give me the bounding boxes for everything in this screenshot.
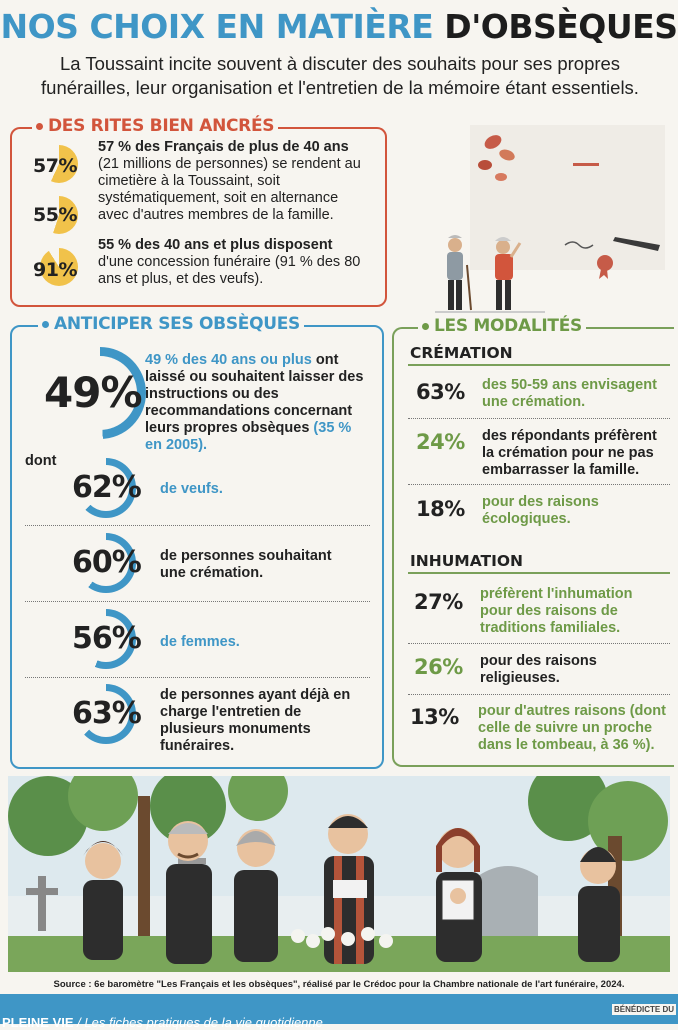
inhumation-head: INHUMATION: [410, 552, 524, 570]
intro-text: La Toussaint incite souvent à discuter d…: [41, 53, 639, 98]
ring-63-hole: [83, 691, 129, 737]
crem-text-63: des 50-59 ans envisagent une crémation.: [482, 377, 657, 410]
modalites-title: LES MODALITÉS: [418, 316, 586, 336]
rite-text-1: 57 % des Français de plus de 40 ans (21 …: [98, 139, 361, 223]
main-text: 49 % des 40 ans ou plus ont laissé ou so…: [145, 352, 364, 453]
pct-63: 63%: [72, 696, 142, 731]
divider: [25, 525, 370, 526]
ring-60-hole: [83, 540, 129, 586]
item-60-text: de personnes souhaitant une crémation.: [160, 548, 332, 581]
ring-62-hole: [83, 465, 129, 511]
rite-pie-91: [40, 248, 78, 286]
inh-text-13: pour d'autres raisons (dont celle de sui…: [478, 703, 666, 753]
rite-pie-55: [40, 196, 78, 234]
divider: [408, 418, 670, 419]
inh-pct-13: 13%: [410, 705, 459, 729]
dont-label: dont: [25, 453, 57, 469]
cremation-head: CRÉMATION: [410, 344, 513, 362]
rite-pct-55: 55%: [33, 204, 77, 226]
item-63-text: de personnes ayant déjà en charge l'entr…: [160, 687, 351, 754]
crem-text-18: pour des raisons écologiques.: [482, 494, 599, 527]
page-title: NOS CHOIX EN MATIÈRE D'OBSÈQUES: [0, 7, 678, 46]
rite-pie-57: [40, 145, 78, 183]
item-56-text: de femmes.: [160, 634, 240, 650]
footer-brand: PLEINE VIE / Les fiches pratiques de la …: [2, 1015, 323, 1030]
divider: [408, 484, 670, 485]
footer-bar: PLEINE VIE / Les fiches pratiques de la …: [0, 994, 678, 1030]
pct-60: 60%: [72, 545, 142, 580]
cremation-line: [408, 364, 670, 366]
rite-pct-57: 57%: [33, 155, 77, 177]
inh-pct-26: 26%: [414, 655, 463, 679]
pct-56: 56%: [72, 621, 142, 656]
main-pct: 49%: [44, 368, 143, 417]
pct-62: 62%: [72, 470, 142, 505]
anticiper-title: ANTICIPER SES OBSÈQUES: [38, 314, 304, 334]
item-62-text: de veufs.: [160, 481, 223, 497]
funeral-scene-illustration: [8, 776, 670, 972]
inh-text-26: pour des raisons religieuses.: [480, 653, 597, 686]
divider: [408, 643, 670, 644]
main-ring-hole: [63, 356, 137, 430]
divider: [408, 694, 670, 695]
elderly-couple-illustration: [435, 125, 665, 313]
crem-pct-63: 63%: [416, 380, 465, 404]
inh-text-27: préfèrent l'inhumation pour des raisons …: [480, 586, 633, 636]
author-credit: BÉNÉDICTE DU: [612, 1004, 677, 1015]
rites-title: DES RITES BIEN ANCRÉS: [32, 116, 279, 136]
rite-text-2: 55 % des 40 ans et plus disposent d'une …: [98, 237, 361, 287]
rite-pct-91: 91%: [33, 259, 77, 281]
crem-pct-24: 24%: [416, 430, 465, 454]
crem-pct-18: 18%: [416, 497, 465, 521]
ring-56-hole: [83, 616, 129, 662]
source-note: Source : 6e baromètre "Les Français et l…: [53, 979, 625, 990]
divider: [25, 677, 370, 678]
inhumation-line: [408, 572, 670, 574]
divider: [25, 601, 370, 602]
inh-pct-27: 27%: [414, 590, 463, 614]
crem-text-24: des répondants préfèrent la crémation po…: [482, 428, 657, 478]
